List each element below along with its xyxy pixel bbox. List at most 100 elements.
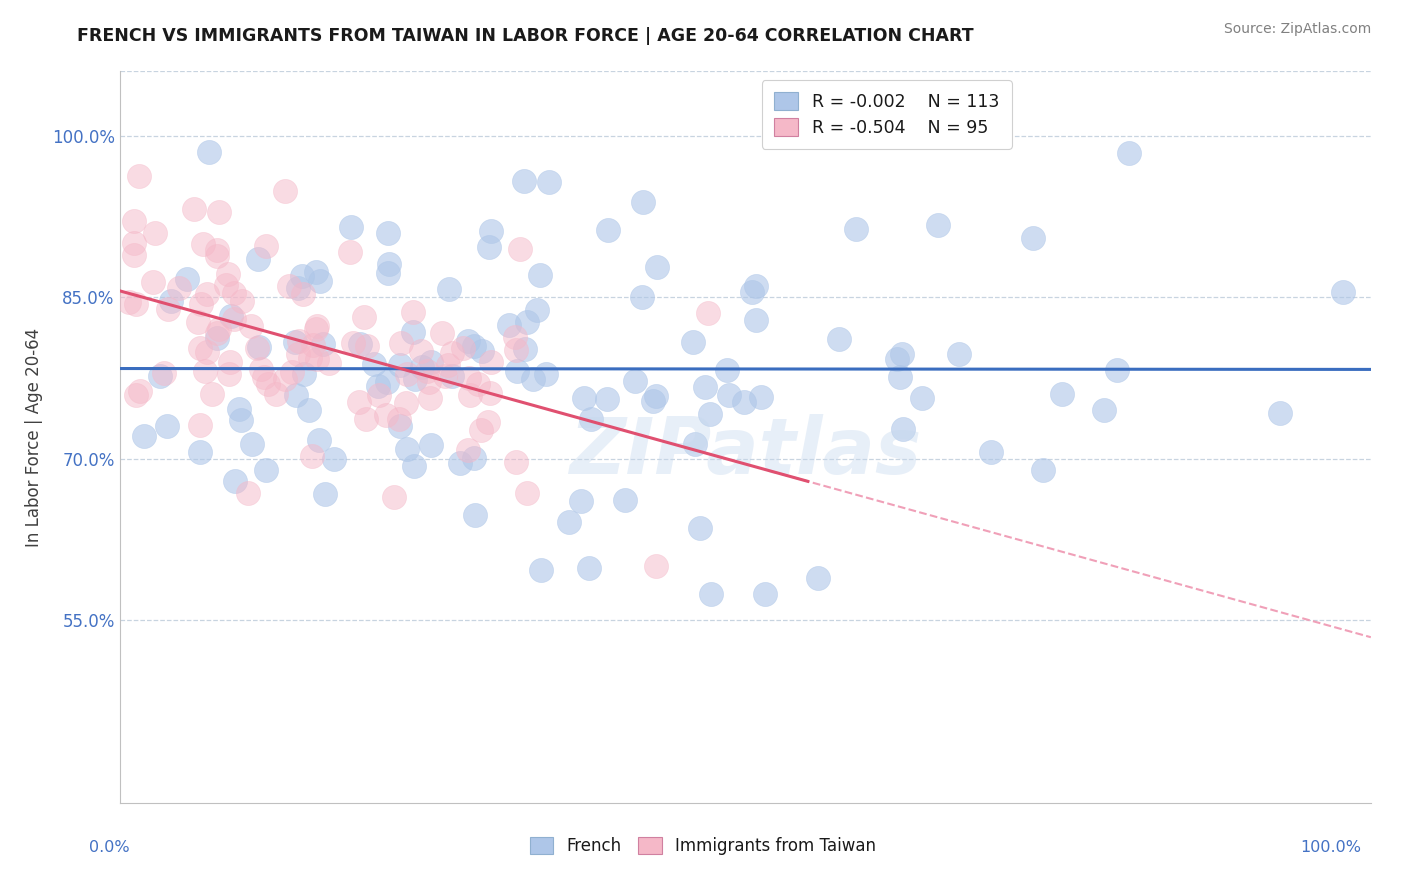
Point bbox=[927, 218, 949, 232]
Point bbox=[558, 515, 581, 529]
Point bbox=[377, 266, 399, 280]
Point bbox=[441, 345, 464, 359]
Point bbox=[807, 571, 830, 585]
Point bbox=[623, 374, 645, 388]
Point bbox=[463, 451, 485, 466]
Point bbox=[208, 321, 231, 335]
Point bbox=[1050, 387, 1073, 401]
Point bbox=[382, 490, 405, 504]
Point bbox=[247, 252, 270, 266]
Point bbox=[505, 455, 527, 469]
Point bbox=[631, 289, 654, 303]
Point bbox=[236, 485, 259, 500]
Point bbox=[122, 235, 145, 250]
Point bbox=[538, 175, 561, 189]
Point bbox=[395, 396, 418, 410]
Point bbox=[215, 278, 238, 293]
Point bbox=[470, 423, 492, 437]
Point bbox=[356, 339, 378, 353]
Text: 0.0%: 0.0% bbox=[89, 840, 129, 855]
Point bbox=[231, 294, 253, 309]
Point bbox=[749, 390, 772, 404]
Point bbox=[193, 364, 215, 378]
Point bbox=[693, 380, 716, 394]
Point bbox=[745, 279, 768, 293]
Point bbox=[264, 387, 287, 401]
Point bbox=[734, 394, 756, 409]
Point bbox=[274, 371, 297, 385]
Point bbox=[536, 368, 558, 382]
Point bbox=[512, 174, 534, 188]
Point bbox=[152, 366, 174, 380]
Point bbox=[193, 237, 215, 252]
Point bbox=[197, 145, 219, 159]
Point bbox=[828, 332, 851, 346]
Point bbox=[515, 343, 537, 357]
Point bbox=[299, 351, 322, 366]
Point bbox=[188, 418, 211, 433]
Point bbox=[257, 376, 280, 391]
Point bbox=[647, 260, 669, 274]
Point bbox=[416, 364, 439, 378]
Point bbox=[389, 359, 412, 373]
Point bbox=[219, 355, 242, 369]
Point bbox=[404, 372, 426, 386]
Point bbox=[891, 422, 914, 436]
Point bbox=[318, 356, 340, 370]
Point bbox=[886, 352, 908, 367]
Point bbox=[401, 305, 423, 319]
Point bbox=[578, 561, 600, 575]
Point bbox=[375, 375, 398, 389]
Point bbox=[176, 272, 198, 286]
Point bbox=[477, 415, 499, 429]
Point bbox=[311, 337, 333, 351]
Point bbox=[467, 377, 489, 392]
Point bbox=[377, 257, 399, 271]
Point bbox=[118, 294, 141, 309]
Legend: French, Immigrants from Taiwan: French, Immigrants from Taiwan bbox=[523, 830, 883, 862]
Point bbox=[530, 563, 553, 577]
Point bbox=[503, 330, 526, 344]
Point bbox=[478, 386, 501, 401]
Point bbox=[700, 587, 723, 601]
Point bbox=[142, 275, 165, 289]
Point bbox=[245, 341, 267, 355]
Point bbox=[128, 384, 150, 399]
Point bbox=[389, 336, 412, 351]
Point bbox=[287, 346, 309, 360]
Point bbox=[598, 223, 620, 237]
Point bbox=[239, 318, 262, 333]
Point bbox=[224, 312, 246, 326]
Point bbox=[349, 336, 371, 351]
Point bbox=[418, 375, 440, 389]
Point bbox=[437, 282, 460, 296]
Point bbox=[187, 315, 209, 329]
Point bbox=[201, 387, 224, 401]
Point bbox=[506, 364, 529, 378]
Point bbox=[388, 419, 411, 434]
Text: 100.0%: 100.0% bbox=[1301, 840, 1361, 855]
Point bbox=[1107, 363, 1129, 377]
Point bbox=[890, 347, 912, 361]
Point bbox=[292, 367, 315, 381]
Point bbox=[188, 341, 211, 355]
Point bbox=[149, 368, 172, 383]
Point bbox=[430, 326, 453, 340]
Point bbox=[1268, 406, 1291, 420]
Point bbox=[437, 358, 460, 372]
Point bbox=[754, 587, 776, 601]
Point bbox=[229, 413, 252, 427]
Point bbox=[526, 302, 548, 317]
Point bbox=[516, 486, 538, 500]
Point bbox=[522, 371, 544, 385]
Point bbox=[122, 213, 145, 227]
Point bbox=[124, 297, 146, 311]
Point bbox=[308, 433, 330, 447]
Point bbox=[471, 343, 494, 358]
Point bbox=[207, 244, 229, 258]
Point bbox=[224, 286, 246, 301]
Point bbox=[342, 335, 364, 350]
Point bbox=[240, 436, 263, 450]
Point bbox=[402, 326, 425, 340]
Point bbox=[301, 450, 323, 464]
